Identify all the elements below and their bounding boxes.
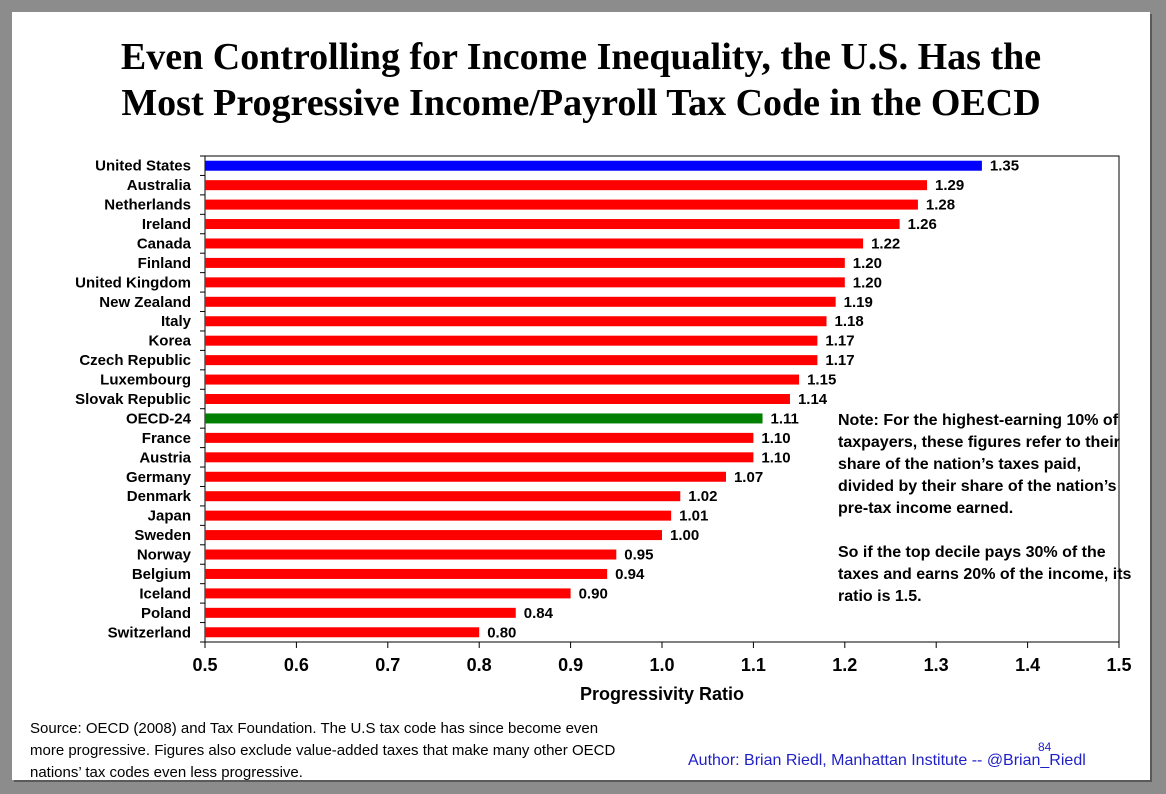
x-tick-label: 0.5	[192, 655, 217, 675]
author-credit: Author: Brian Riedl, Manhattan Institute…	[688, 752, 1086, 769]
value-label-canada: 1.22	[871, 235, 900, 252]
category-label-germany: Germany	[126, 469, 192, 486]
category-label-finland: Finland	[138, 255, 191, 272]
category-label-belgium: Belgium	[132, 566, 191, 583]
value-label-iceland: 0.90	[579, 585, 608, 602]
bar-finland	[205, 257, 845, 268]
value-label-united-kingdom: 1.20	[853, 274, 882, 291]
x-tick-label: 1.1	[741, 655, 766, 675]
bar-japan	[205, 510, 672, 521]
bar-netherlands	[205, 199, 918, 210]
slide-title: Even Controlling for Income Inequality, …	[12, 34, 1150, 126]
category-label-slovak-republic: Slovak Republic	[75, 391, 191, 408]
value-label-czech-republic: 1.17	[825, 352, 854, 369]
bar-denmark	[205, 491, 681, 502]
value-label-united-states: 1.35	[990, 158, 1019, 175]
category-label-new-zealand: New Zealand	[99, 294, 191, 311]
category-label-canada: Canada	[137, 235, 192, 252]
category-label-united-kingdom: United Kingdom	[75, 274, 191, 291]
bar-belgium	[205, 568, 608, 579]
value-label-switzerland: 0.80	[487, 624, 516, 641]
value-label-norway: 0.95	[624, 547, 653, 564]
category-label-oecd-24: OECD-24	[126, 410, 192, 427]
value-label-slovak-republic: 1.14	[798, 391, 828, 408]
category-label-iceland: Iceland	[139, 585, 191, 602]
x-tick-label: 0.6	[284, 655, 309, 675]
bar-canada	[205, 238, 864, 249]
chart-note: Note: For the highest-earning 10% of tax…	[838, 410, 1138, 608]
category-label-australia: Australia	[127, 177, 192, 194]
category-label-switzerland: Switzerland	[108, 624, 191, 641]
value-label-germany: 1.07	[734, 469, 763, 486]
x-tick-label: 1.2	[832, 655, 857, 675]
value-label-denmark: 1.02	[688, 488, 717, 505]
bar-australia	[205, 180, 928, 191]
x-tick-label: 1.3	[924, 655, 949, 675]
value-label-australia: 1.29	[935, 177, 964, 194]
bar-chart: United States 1.35 Australia 1.29 Netherland…	[75, 155, 1132, 704]
bar-united-states	[205, 160, 982, 171]
bar-slovak-republic	[205, 394, 790, 404]
bar-poland	[205, 607, 516, 618]
value-label-belgium: 0.94	[615, 566, 645, 583]
category-label-norway: Norway	[137, 547, 192, 564]
value-label-poland: 0.84	[524, 605, 554, 622]
bar-germany	[205, 471, 726, 482]
bar-sweden	[205, 530, 662, 541]
category-label-united-states: United States	[95, 158, 191, 175]
slide: Even Controlling for Income Inequality, …	[12, 12, 1150, 781]
x-tick-label: 1.4	[1015, 655, 1040, 675]
value-label-netherlands: 1.28	[926, 197, 955, 214]
bar-luxembourg	[205, 374, 800, 385]
note-paragraph-definition: Note: For the highest-earning 10% of tax…	[838, 412, 1120, 517]
x-tick-label: 1.5	[1106, 655, 1131, 675]
category-label-korea: Korea	[148, 333, 191, 350]
bar-italy	[205, 316, 827, 327]
category-label-austria: Austria	[139, 449, 191, 466]
note-paragraph-example: So if the top decile pays 30% of the tax…	[838, 544, 1132, 605]
bar-oecd-24	[205, 413, 763, 424]
bar-korea	[205, 335, 818, 346]
category-label-netherlands: Netherlands	[104, 197, 191, 214]
value-label-ireland: 1.26	[908, 216, 937, 233]
bar-norway	[205, 549, 617, 560]
x-tick-label: 0.8	[467, 655, 492, 675]
value-label-japan: 1.01	[679, 508, 708, 525]
value-label-new-zealand: 1.19	[844, 294, 873, 311]
bar-new-zealand	[205, 296, 836, 307]
category-label-czech-republic: Czech Republic	[79, 352, 191, 369]
source-note: Source: OECD (2008) and Tax Foundation. …	[30, 720, 616, 781]
bar-iceland	[205, 588, 571, 599]
category-label-italy: Italy	[161, 313, 192, 330]
x-tick-label: 0.7	[375, 655, 400, 675]
category-label-denmark: Denmark	[127, 488, 192, 505]
value-label-luxembourg: 1.15	[807, 372, 836, 389]
category-label-japan: Japan	[148, 508, 191, 525]
value-label-korea: 1.17	[825, 333, 854, 350]
bar-united-kingdom	[205, 277, 845, 288]
bar-czech-republic	[205, 355, 818, 366]
x-tick-label: 1.0	[649, 655, 674, 675]
title-line-1: Even Controlling for Income Inequality, …	[120, 36, 1042, 78]
bar-ireland	[205, 219, 900, 230]
value-label-austria: 1.10	[761, 449, 790, 466]
category-label-sweden: Sweden	[134, 527, 191, 544]
bar-france	[205, 432, 754, 443]
value-label-finland: 1.20	[853, 255, 882, 272]
x-tick-label: 0.9	[558, 655, 583, 675]
x-axis-label: Progressivity Ratio	[580, 684, 744, 704]
title-line-2: Most Progressive Income/Payroll Tax Code…	[121, 82, 1041, 124]
bar-switzerland	[205, 627, 480, 638]
category-label-luxembourg: Luxembourg	[100, 372, 191, 389]
value-label-oecd-24: 1.11	[771, 410, 799, 427]
value-label-sweden: 1.00	[670, 527, 699, 544]
page-number: 84	[1038, 740, 1052, 754]
category-label-poland: Poland	[141, 605, 191, 622]
value-label-france: 1.10	[761, 430, 790, 447]
category-label-ireland: Ireland	[142, 216, 191, 233]
category-label-france: France	[142, 430, 191, 447]
bar-austria	[205, 452, 754, 463]
value-label-italy: 1.18	[835, 313, 864, 330]
